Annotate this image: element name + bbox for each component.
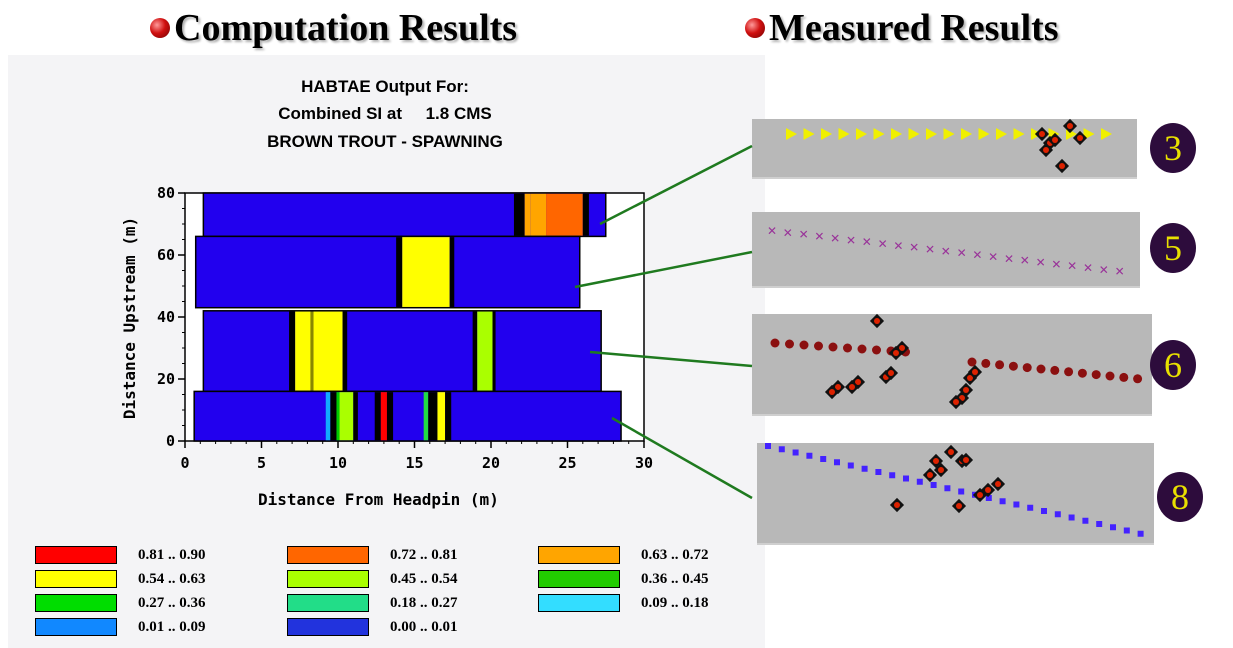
band-4-segment-11 (437, 392, 446, 441)
x-tick-label: 30 (635, 454, 653, 472)
legend-swatch (538, 594, 620, 612)
chart-title-line-3: BROWN TROUT - SPAWNING (267, 132, 503, 151)
band-4-segment-1 (325, 392, 331, 441)
y-axis-label: Distance Upstream (m) (120, 217, 139, 419)
band-4-segment-3 (336, 392, 340, 441)
band-3-segment-1 (289, 311, 296, 391)
band-1-segment-5 (582, 193, 589, 236)
transect-badge-8: 8 (1157, 472, 1203, 522)
band-3 (202, 310, 602, 393)
chart-title-line-1: HABTAE Output For: (301, 77, 469, 96)
band-1-segment-2 (524, 193, 531, 236)
chart-title-line-2: Combined SI at 1.8 CMS (278, 104, 491, 123)
legend-swatch (287, 546, 369, 564)
band-4 (193, 390, 622, 442)
y-tick-label: 20 (157, 370, 175, 388)
band-4-segment-12 (445, 392, 452, 441)
transect-badge-5: 5 (1150, 223, 1196, 273)
computation-heading-text: Computation Results (174, 7, 518, 49)
measured-strip-6 (752, 314, 1152, 416)
chart-title: HABTAE Output For: Combined SI at 1.8 CM… (267, 77, 503, 151)
measured-heading-text: Measured Results (769, 7, 1059, 49)
legend-swatch (538, 570, 620, 588)
measured-strip-5 (752, 212, 1140, 288)
plot-area: 0 5 10 15 20 25 30 0 20 40 60 80 (157, 184, 653, 472)
band-4-segment-8 (386, 392, 394, 441)
x-tick-label: 25 (558, 454, 576, 472)
band-1-segment-3 (530, 193, 547, 236)
y-tick-label: 40 (157, 308, 175, 326)
legend-swatch (287, 570, 369, 588)
band-3-segment-8 (492, 311, 496, 391)
x-tick-label: 15 (405, 454, 423, 472)
legend-swatch (35, 618, 117, 636)
bullet-icon (745, 18, 765, 38)
legend-label: 0.01 .. 0.09 (138, 619, 206, 635)
measured-strip-3 (752, 119, 1137, 179)
legend-label: 0.81 .. 0.90 (138, 547, 206, 563)
legend-swatch (35, 570, 117, 588)
legend-label: 0.63 .. 0.72 (641, 547, 709, 563)
band-3-segment-2 (295, 311, 311, 391)
computation-heading: Computation Results (150, 6, 517, 50)
measured-heading: Measured Results (745, 6, 1059, 50)
legend-label: 0.54 .. 0.63 (138, 571, 206, 587)
band-3-segment-5 (342, 311, 348, 391)
x-tick-label: 5 (257, 454, 266, 472)
band-3-segment-6 (472, 311, 478, 391)
transect-badge-3: 3 (1150, 123, 1196, 173)
legend-swatch (287, 618, 369, 636)
band-2-segment-3 (449, 237, 455, 307)
legend-label: 0.45 .. 0.54 (390, 571, 458, 587)
x-tick-label: 10 (329, 454, 347, 472)
band-1-segment-1 (513, 193, 525, 236)
legend-label: 0.36 .. 0.45 (641, 571, 709, 587)
band-4-segment-10 (428, 392, 438, 441)
band-4-segment-9 (423, 392, 429, 441)
legend-label: 0.27 .. 0.36 (138, 595, 206, 611)
legend-label: 0.00 .. 0.01 (390, 619, 458, 635)
bullet-icon (150, 18, 170, 38)
band-4-segment-5 (353, 392, 358, 441)
band-4-segment-7 (380, 392, 387, 441)
legend-swatch (35, 594, 117, 612)
x-axis-label: Distance From Headpin (m) (258, 490, 499, 509)
band-3-segment-4 (313, 311, 343, 391)
band-4-segment-2 (330, 392, 337, 441)
legend-swatch (538, 546, 620, 564)
x-tick-label: 20 (482, 454, 500, 472)
y-tick-label: 0 (166, 432, 175, 450)
band-4-segment-4 (339, 392, 354, 441)
band-1-segment-4 (546, 193, 583, 236)
legend-swatch (287, 594, 369, 612)
legend-label: 0.09 .. 0.18 (641, 595, 709, 611)
x-tick-label: 0 (180, 454, 189, 472)
legend-swatch (35, 546, 117, 564)
transect-badge-6: 6 (1150, 340, 1196, 390)
measured-strip-8 (757, 443, 1154, 545)
band-2-segment-1 (396, 237, 403, 307)
legend-label: 0.72 .. 0.81 (390, 547, 458, 563)
band-4-segment-6 (374, 392, 381, 441)
band-2-segment-2 (402, 237, 450, 307)
band-3-segment-3 (310, 311, 314, 391)
band-2 (194, 235, 581, 309)
y-tick-label: 80 (157, 184, 175, 202)
band-3-segment-7 (477, 311, 493, 391)
y-tick-label: 60 (157, 246, 175, 264)
legend-label: 0.18 .. 0.27 (390, 595, 458, 611)
